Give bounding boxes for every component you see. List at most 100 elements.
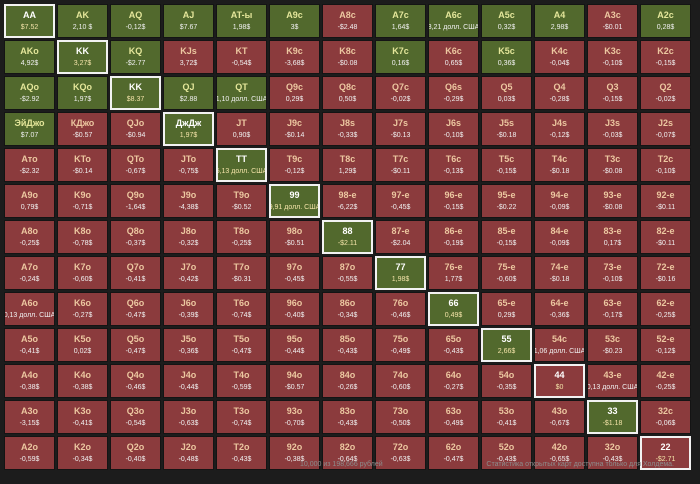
hand-cell[interactable]: 42-е -0,25$ (640, 364, 691, 398)
hand-cell[interactable]: K7c 0,16$ (375, 40, 426, 74)
hand-cell[interactable]: A9o 0,79$ (4, 184, 55, 218)
hand-cell[interactable]: J8s -0,33$ (322, 112, 373, 146)
hand-cell[interactable]: TT 5,13 долл. США (216, 148, 267, 182)
hand-cell[interactable]: K7o -0,60$ (57, 256, 108, 290)
hand-cell[interactable]: 94-е -0,09$ (534, 184, 585, 218)
hand-cell[interactable]: J2o -0,48$ (163, 436, 214, 470)
hand-cell[interactable]: A4o -0,38$ (4, 364, 55, 398)
hand-cell[interactable]: 93-е -$0.08 (587, 184, 638, 218)
hand-cell[interactable]: 96-е -0,15$ (428, 184, 479, 218)
hand-cell[interactable]: KT -0,54$ (216, 40, 267, 74)
hand-cell[interactable]: 73-е -0,10$ (587, 256, 638, 290)
hand-cell[interactable]: 85o -0,43$ (322, 328, 373, 362)
hand-cell[interactable]: Q5o -0,47$ (110, 328, 161, 362)
hand-cell[interactable]: A8o -0,25$ (4, 220, 55, 254)
hand-cell[interactable]: 77 1,98$ (375, 256, 426, 290)
hand-cell[interactable]: 93o -0,70$ (269, 400, 320, 434)
hand-cell[interactable]: 72o -0,63$ (375, 436, 426, 470)
hand-cell[interactable]: J5o -0,36$ (163, 328, 214, 362)
hand-cell[interactable]: KQo 1,97$ (57, 76, 108, 110)
hand-cell[interactable]: 88 -$2.11 (322, 220, 373, 254)
hand-cell[interactable]: 83o -0,43$ (322, 400, 373, 434)
hand-cell[interactable]: 87-е -$2.04 (375, 220, 426, 254)
hand-cell[interactable]: J4s -0,12$ (534, 112, 585, 146)
hand-cell[interactable]: 98-е -6,22$ (322, 184, 373, 218)
hand-cell[interactable]: K2c -0,15$ (640, 40, 691, 74)
hand-cell[interactable]: K8c -$0.08 (322, 40, 373, 74)
hand-cell[interactable]: T2c -0,10$ (640, 148, 691, 182)
hand-cell[interactable]: 43-е 0,13 долл. США (587, 364, 638, 398)
hand-cell[interactable]: J2s -0,07$ (640, 112, 691, 146)
hand-cell[interactable]: A8c -$2.48 (322, 4, 373, 38)
hand-cell[interactable]: T9c -0,12$ (269, 148, 320, 182)
hand-cell[interactable]: T9o -$0.52 (216, 184, 267, 218)
hand-cell[interactable]: AT-ы 1,98$ (216, 4, 267, 38)
hand-cell[interactable]: J3o -0,63$ (163, 400, 214, 434)
hand-cell[interactable]: A7o -0,24$ (4, 256, 55, 290)
hand-cell[interactable]: 98o -$0.51 (269, 220, 320, 254)
hand-cell[interactable]: 99 9,91 долл. США (269, 184, 320, 218)
hand-cell[interactable]: T7c -$0.11 (375, 148, 426, 182)
hand-cell[interactable]: T4o -0,59$ (216, 364, 267, 398)
hand-cell[interactable]: T6c -0,13$ (428, 148, 479, 182)
hand-cell[interactable]: 22 -$2.71 (640, 436, 691, 470)
hand-cell[interactable]: KQ -$2.77 (110, 40, 161, 74)
hand-cell[interactable]: Q3o -0,54$ (110, 400, 161, 434)
hand-cell[interactable]: AKo 4,92$ (4, 40, 55, 74)
hand-cell[interactable]: A4 2,98$ (534, 4, 585, 38)
hand-cell[interactable]: KTo -$0.14 (57, 148, 108, 182)
hand-cell[interactable]: T8c 1,29$ (322, 148, 373, 182)
hand-cell[interactable]: K8o -0,78$ (57, 220, 108, 254)
hand-cell[interactable]: Q3 -0,15$ (587, 76, 638, 110)
hand-cell[interactable]: 76-е 1,77$ (428, 256, 479, 290)
hand-cell[interactable]: Q9o -1,64$ (110, 184, 161, 218)
hand-cell[interactable]: K9o -0,71$ (57, 184, 108, 218)
hand-cell[interactable]: J7o -0,42$ (163, 256, 214, 290)
hand-cell[interactable]: QT 1,10 долл. США (216, 76, 267, 110)
hand-cell[interactable]: A5o -0,41$ (4, 328, 55, 362)
hand-cell[interactable]: J7s -$0.13 (375, 112, 426, 146)
hand-cell[interactable]: K6o -0,27$ (57, 292, 108, 326)
hand-cell[interactable]: A5c 0,32$ (481, 4, 532, 38)
hand-cell[interactable]: J6o -0,39$ (163, 292, 214, 326)
hand-cell[interactable]: 65o -0,43$ (428, 328, 479, 362)
hand-cell[interactable]: AQ -0,12$ (110, 4, 161, 38)
hand-cell[interactable]: 95o -0,44$ (269, 328, 320, 362)
hand-cell[interactable]: T7o -$0.31 (216, 256, 267, 290)
hand-cell[interactable]: A3o -3,15$ (4, 400, 55, 434)
hand-cell[interactable]: A6o 0,13 долл. США (4, 292, 55, 326)
hand-cell[interactable]: A7c 1,64$ (375, 4, 426, 38)
hand-cell[interactable]: 32o -0,43$ (587, 436, 638, 470)
hand-cell[interactable]: T8o -0,25$ (216, 220, 267, 254)
hand-cell[interactable]: 74o -0,60$ (375, 364, 426, 398)
hand-cell[interactable]: Q4 -0,28$ (534, 76, 585, 110)
hand-cell[interactable]: 97o -0,45$ (269, 256, 320, 290)
hand-cell[interactable]: 33 -$1.18 (587, 400, 638, 434)
hand-cell[interactable]: T6o -0,74$ (216, 292, 267, 326)
hand-cell[interactable]: T4c -$0.18 (534, 148, 585, 182)
hand-cell[interactable]: K5o 0,02$ (57, 328, 108, 362)
hand-cell[interactable]: Q6o -0,47$ (110, 292, 161, 326)
hand-cell[interactable]: 97-е -0,45$ (375, 184, 426, 218)
hand-cell[interactable]: КДжо -$0.57 (57, 112, 108, 146)
hand-cell[interactable]: 64o -0,27$ (428, 364, 479, 398)
hand-cell[interactable]: T5c -0,15$ (481, 148, 532, 182)
hand-cell[interactable]: T3c -$0.08 (587, 148, 638, 182)
hand-cell[interactable]: QJ $2.88 (163, 76, 214, 110)
hand-cell[interactable]: Q4o -0,46$ (110, 364, 161, 398)
hand-cell[interactable]: 83-е 0,17$ (587, 220, 638, 254)
hand-cell[interactable]: J8o -0,32$ (163, 220, 214, 254)
hand-cell[interactable]: J5s -$0.18 (481, 112, 532, 146)
hand-cell[interactable]: AJ $7.67 (163, 4, 214, 38)
hand-cell[interactable]: K4c -0,04$ (534, 40, 585, 74)
hand-cell[interactable]: 53o -0,41$ (481, 400, 532, 434)
hand-cell[interactable]: 72-е -$0.16 (640, 256, 691, 290)
hand-cell[interactable]: 32c -0,06$ (640, 400, 691, 434)
hand-cell[interactable]: 52o -0,43$ (481, 436, 532, 470)
hand-cell[interactable]: 75-е -0,60$ (481, 256, 532, 290)
hand-cell[interactable]: 96o -0,40$ (269, 292, 320, 326)
hand-cell[interactable]: AA $7.52 (4, 4, 55, 38)
hand-cell[interactable]: KK $8.37 (110, 76, 161, 110)
hand-cell[interactable]: A9c 3$ (269, 4, 320, 38)
hand-cell[interactable]: 62-е -0,25$ (640, 292, 691, 326)
